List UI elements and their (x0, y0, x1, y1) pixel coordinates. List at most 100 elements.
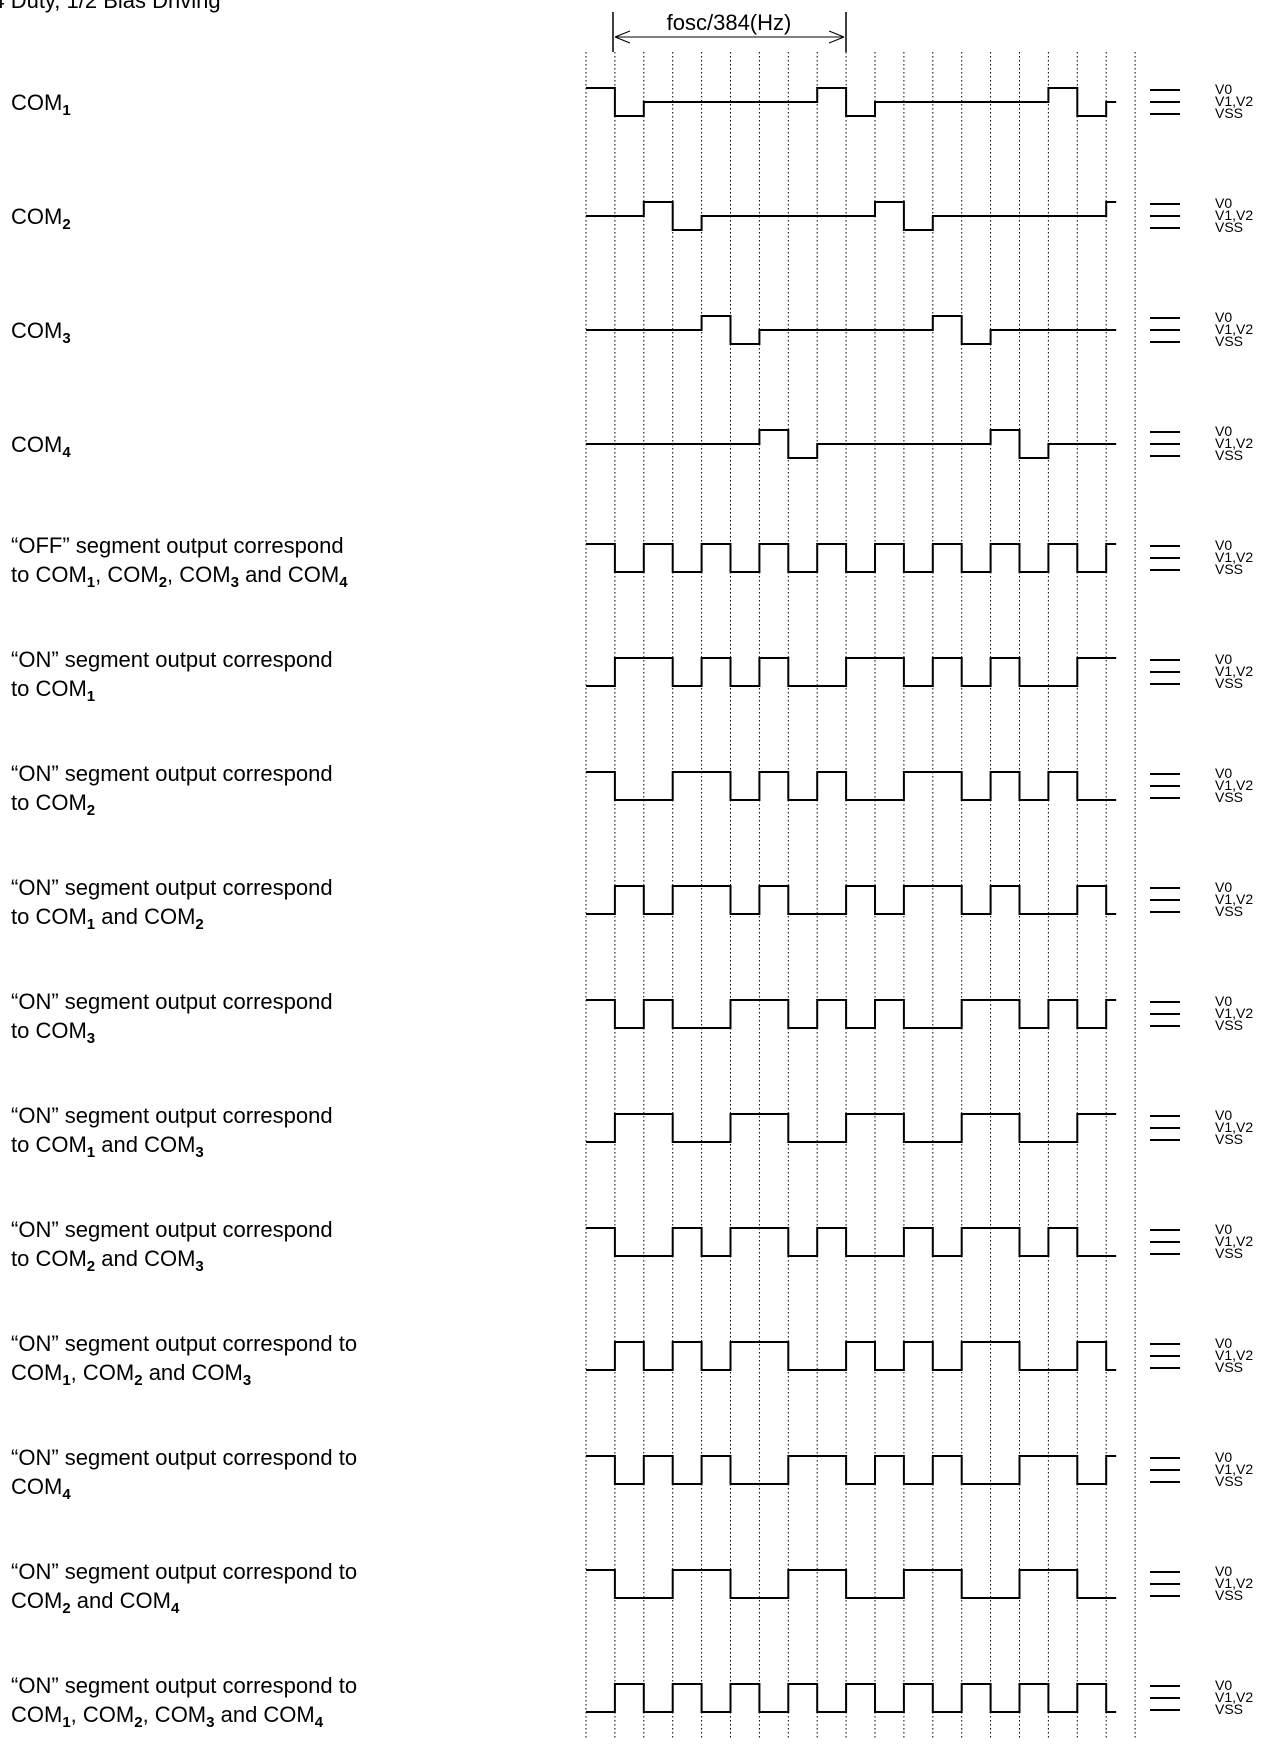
waveform-row-seg-on-1-2: “ON” segment output correspond to COM1 an… (11, 875, 1253, 933)
level-label: V0 (1215, 651, 1232, 667)
row-label-line: “ON” segment output correspond to (11, 1673, 357, 1698)
waveform-row-seg-on-1-3: “ON” segment output correspond to COM1 an… (11, 1103, 1253, 1161)
level-label: V1,V2 (1215, 1347, 1253, 1363)
period-arrowhead-right (828, 30, 845, 44)
row-label-line: to COM2 and COM3 (11, 1246, 204, 1275)
level-label: V1,V2 (1215, 1119, 1253, 1135)
row-label-line: “ON” segment output correspond to (11, 1559, 357, 1584)
waveform-trace (586, 885, 1117, 915)
waveform-trace (586, 1569, 1117, 1599)
waveform-trace (586, 1455, 1117, 1485)
row-label-line: “ON” segment output correspond to (11, 1331, 357, 1356)
row-label-line: “ON” segment output correspond (11, 647, 333, 672)
waveform-trace (586, 87, 1117, 117)
level-label: V0 (1215, 1449, 1232, 1465)
level-label: V0 (1215, 765, 1232, 781)
level-label: V0 (1215, 879, 1232, 895)
waveform-row-seg-on-4: “ON” segment output correspond to COM4 V0 V… (11, 1445, 1253, 1503)
level-label: V1,V2 (1215, 1689, 1253, 1705)
row-label-line: “OFF” segment output correspond (11, 533, 344, 558)
row-label-line: COM4 (11, 1474, 71, 1503)
level-label: VSS (1215, 447, 1243, 463)
row-label-line: “ON” segment output correspond (11, 1103, 333, 1128)
level-label: V0 (1215, 1563, 1232, 1579)
waveform-trace (586, 999, 1117, 1029)
row-label-line: “ON” segment output correspond to (11, 1445, 357, 1470)
waveform-trace (586, 429, 1117, 459)
row-label-line: “ON” segment output correspond (11, 761, 333, 786)
level-label: VSS (1215, 1473, 1243, 1489)
level-label: VSS (1215, 789, 1243, 805)
waveform-row-seg-on-2-4: “ON” segment output correspond to COM2 an… (11, 1559, 1253, 1617)
level-label: VSS (1215, 1131, 1243, 1147)
row-label-line: to COM1 (11, 676, 95, 705)
waveform-trace (586, 1683, 1117, 1713)
level-label: V0 (1215, 423, 1232, 439)
level-label: VSS (1215, 561, 1243, 577)
row-label-line: COM2 (11, 204, 71, 233)
waveform-rows: COM1V0V1,V2VSSCOM2V0V1,V2VSSCOM3V0V1,V2V… (11, 81, 1253, 1731)
level-label: V1,V2 (1215, 1005, 1253, 1021)
level-label: VSS (1215, 105, 1243, 121)
level-label: V0 (1215, 1335, 1232, 1351)
level-label: V1,V2 (1215, 1233, 1253, 1249)
row-label-line: COM2 and COM4 (11, 1588, 180, 1617)
period-arrowhead-left (614, 30, 631, 44)
row-label-line: to COM1, COM2, COM3 and COM4 (11, 562, 348, 591)
row-label-line: COM1, COM2 and COM3 (11, 1360, 251, 1389)
waveform-trace (586, 201, 1117, 231)
period-marker: fosc/384(Hz) (612, 10, 847, 52)
row-label-line: to COM1 and COM2 (11, 904, 204, 933)
level-label: V1,V2 (1215, 207, 1253, 223)
row-label-line: to COM2 (11, 790, 95, 819)
waveform-trace (586, 315, 1117, 345)
timing-grid (585, 52, 1136, 1738)
row-label-line: to COM1 and COM3 (11, 1132, 204, 1161)
level-label: V1,V2 (1215, 93, 1253, 109)
level-label: VSS (1215, 1017, 1243, 1033)
waveform-trace (586, 771, 1117, 801)
waveform-row-seg-on-1-2-3: “ON” segment output correspond to COM1, C… (11, 1331, 1253, 1389)
waveform-row-seg-on-2-3: “ON” segment output correspond to COM2 an… (11, 1217, 1253, 1275)
row-label-line: COM3 (11, 318, 71, 347)
row-label-line: “ON” segment output correspond (11, 989, 333, 1014)
level-label: VSS (1215, 1359, 1243, 1375)
level-label: V1,V2 (1215, 1575, 1253, 1591)
waveform-trace (586, 1113, 1117, 1143)
level-label: V1,V2 (1215, 549, 1253, 565)
level-label: V0 (1215, 1677, 1232, 1693)
waveform-trace (586, 1227, 1117, 1257)
waveform-trace (586, 657, 1117, 687)
level-label: V0 (1215, 309, 1232, 325)
waveform-trace (586, 543, 1117, 573)
level-label: V1,V2 (1215, 321, 1253, 337)
row-label-line: “ON” segment output correspond (11, 875, 333, 900)
level-label: V0 (1215, 81, 1232, 97)
level-label: V0 (1215, 993, 1232, 1009)
level-label: V1,V2 (1215, 777, 1253, 793)
level-label: VSS (1215, 1587, 1243, 1603)
waveform-row-seg-on-1-2-3-4: “ON” segment output correspond to COM1, C… (11, 1673, 1253, 1731)
waveform-row-seg-on-1: “ON” segment output correspond to COM1 V0 V… (11, 647, 1253, 705)
row-label-line: COM4 (11, 432, 71, 461)
level-label: VSS (1215, 1701, 1243, 1717)
level-label: V0 (1215, 537, 1232, 553)
level-label: V0 (1215, 1107, 1232, 1123)
level-label: VSS (1215, 333, 1243, 349)
level-label: VSS (1215, 903, 1243, 919)
level-label: V0 (1215, 1221, 1232, 1237)
level-label: VSS (1215, 219, 1243, 235)
level-label: V1,V2 (1215, 435, 1253, 451)
row-label-line: to COM3 (11, 1018, 95, 1047)
page-title: 1/4 Duty, 1/2 Bias Driving (0, 0, 221, 13)
level-label: V0 (1215, 195, 1232, 211)
level-label: VSS (1215, 1245, 1243, 1261)
level-label: VSS (1215, 675, 1243, 691)
